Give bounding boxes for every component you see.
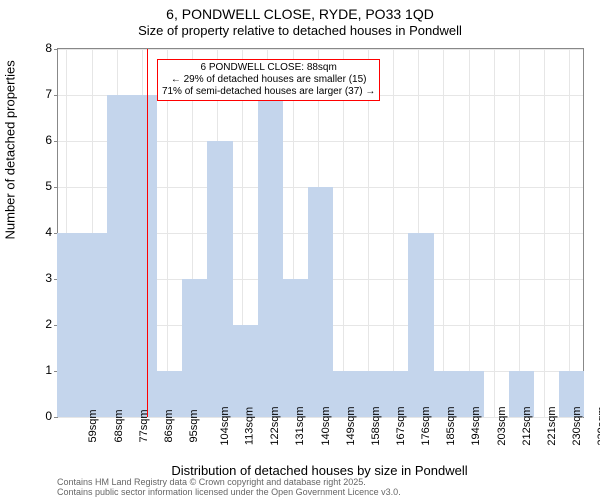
gridline-v [544,49,545,417]
gridline-v [443,49,444,417]
histogram-bar [408,233,433,417]
xtick-label: 59sqm [87,409,99,442]
annotation-line: ← 29% of detached houses are smaller (15… [162,74,375,86]
plot-area: 6 PONDWELL CLOSE: 88sqm← 29% of detached… [57,48,584,418]
gridline-v [343,49,344,417]
ytick-label: 1 [32,363,52,377]
gridline-v [167,49,168,417]
xtick-label: 167sqm [395,406,407,445]
xtick-label: 203sqm [496,406,508,445]
ytick-label: 2 [32,317,52,331]
xtick-label: 104sqm [219,406,231,445]
xtick-label: 149sqm [345,406,357,445]
ytick-label: 7 [32,87,52,101]
xtick-label: 86sqm [163,409,175,442]
gridline-v [519,49,520,417]
gridline-v [469,49,470,417]
histogram-bar [258,95,283,417]
ytick-label: 5 [32,179,52,193]
xtick-label: 122sqm [269,406,281,445]
annotation-line: 71% of semi-detached houses are larger (… [162,86,375,98]
histogram-bar [82,233,107,417]
gridline-v [368,49,369,417]
chart-title-sub: Size of property relative to detached ho… [0,22,600,38]
chart-container: 6, PONDWELL CLOSE, RYDE, PO33 1QD Size o… [0,0,600,500]
ytick-label: 0 [32,409,52,423]
xtick-label: 230sqm [571,406,583,445]
xtick-label: 176sqm [420,406,432,445]
xtick-label: 194sqm [471,406,483,445]
gridline-v [494,49,495,417]
annotation-box: 6 PONDWELL CLOSE: 88sqm← 29% of detached… [157,59,380,101]
xtick-label: 221sqm [546,406,558,445]
footer-attribution: Contains HM Land Registry data © Crown c… [57,478,401,498]
histogram-bar [107,95,132,417]
ytick-label: 4 [32,225,52,239]
xtick-label: 68sqm [113,409,125,442]
gridline-h [58,49,583,50]
ytick-label: 6 [32,133,52,147]
xtick-label: 212sqm [521,406,533,445]
histogram-bar [283,279,308,417]
xtick-label: 185sqm [445,406,457,445]
x-axis-label: Distribution of detached houses by size … [57,463,582,478]
y-axis-label: Number of detached properties [3,60,18,239]
xtick-label: 158sqm [370,406,382,445]
histogram-bar [182,279,207,417]
reference-line [147,49,148,417]
histogram-bar [233,325,258,417]
xtick-label: 113sqm [244,407,256,445]
xtick-label: 77sqm [138,409,150,442]
footer-line-2: Contains public sector information licen… [57,488,401,498]
ytick-label: 8 [32,41,52,55]
gridline-v [393,49,394,417]
xtick-label: 131sqm [295,406,307,445]
chart-title-main: 6, PONDWELL CLOSE, RYDE, PO33 1QD [0,0,600,22]
xtick-label: 95sqm [188,409,200,442]
histogram-bar [308,187,333,417]
annotation-line: 6 PONDWELL CLOSE: 88sqm [162,62,375,74]
gridline-v [569,49,570,417]
ytick-label: 3 [32,271,52,285]
xtick-label: 239sqm [596,406,600,445]
histogram-bar [132,95,157,417]
histogram-bar [57,233,82,417]
histogram-bar [207,141,232,417]
xtick-label: 140sqm [320,406,332,445]
